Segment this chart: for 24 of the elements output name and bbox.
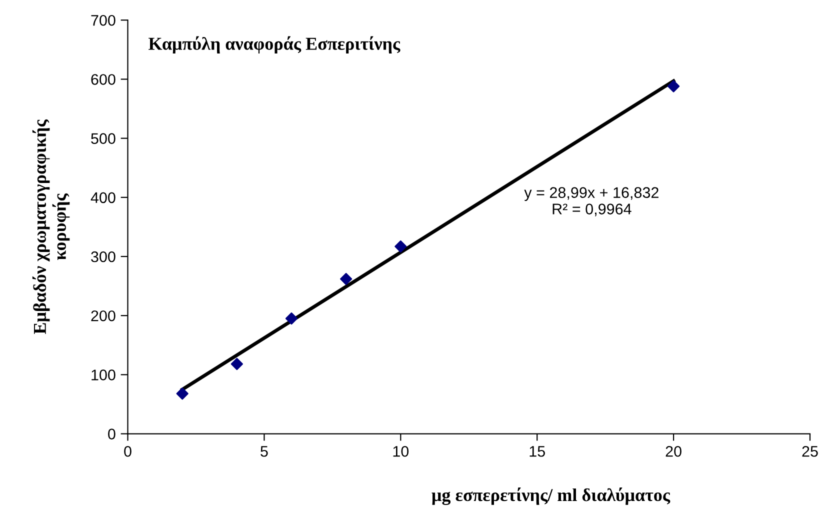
point	[667, 80, 680, 92]
y-tick-label: 0	[108, 428, 116, 440]
point	[394, 240, 407, 253]
x-axis-title: μg εσπερετίνης/ ml διαλύματος	[432, 488, 670, 505]
point	[176, 388, 188, 400]
x-tick-label: 20	[666, 446, 682, 457]
point	[340, 272, 352, 286]
point	[285, 312, 298, 325]
point	[230, 358, 243, 370]
x-tick-label: 0	[124, 446, 132, 457]
y-tick-label: 100	[92, 370, 116, 380]
y-axis-title: Εμβαδόν χρωματογραφικής κορυφής	[32, 119, 70, 334]
x-tick-label: 10	[393, 446, 409, 457]
y-tick-label: 300	[91, 251, 116, 262]
y-tick-label: 600	[91, 74, 116, 85]
y-tick-label: 500	[91, 133, 116, 144]
y-tick-label: 400	[90, 192, 116, 204]
x-tick-label: 5	[260, 446, 268, 457]
x-tick-label: 25	[802, 446, 818, 457]
y-tick-label: 700	[91, 14, 116, 26]
x-tick-label: 15	[530, 446, 545, 457]
y-tick-label: 200	[91, 310, 116, 322]
text: Καμπύλη αναφοράς Εσπεριτίνης	[148, 36, 400, 54]
annotation: y = 28,99x + 16,832 R² = 0,9964	[524, 187, 658, 216]
